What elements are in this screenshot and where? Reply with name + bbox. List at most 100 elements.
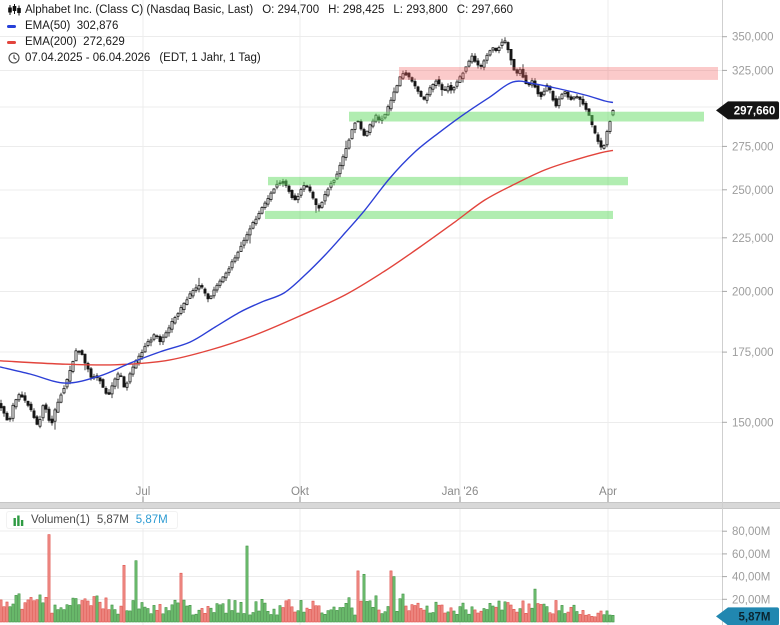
candle-body bbox=[521, 68, 525, 78]
volume-bar bbox=[395, 610, 399, 623]
candle-body bbox=[230, 261, 234, 269]
last-price-tag-text: 297,660 bbox=[734, 105, 776, 117]
candle-body bbox=[392, 91, 396, 101]
price-tick-label: 325,000 bbox=[732, 65, 774, 77]
instrument-row[interactable]: Alphabet Inc. (Class C) (Nasdaq Basic, L… bbox=[7, 2, 513, 18]
volume-tick-label: 40,00M bbox=[732, 572, 770, 584]
candle-body bbox=[41, 405, 45, 419]
candle-body bbox=[167, 327, 171, 334]
volume-bar bbox=[398, 598, 402, 623]
date-range-row[interactable]: 07.04.2025 - 06.04.2026 (EDT, 1 Jahr, 1 … bbox=[7, 50, 513, 66]
volume-bar bbox=[365, 601, 369, 623]
ema50-legend-row[interactable]: EMA(50) 302,876 bbox=[7, 18, 513, 34]
candle-body bbox=[218, 280, 222, 286]
volume-bar bbox=[203, 612, 207, 623]
support-zone[interactable] bbox=[349, 111, 704, 122]
last-volume-tag-text: 5,87M bbox=[739, 611, 771, 623]
candle-body bbox=[404, 72, 408, 76]
candle-body bbox=[143, 345, 147, 353]
candle-body bbox=[473, 55, 477, 62]
candle-body bbox=[359, 121, 363, 130]
candle-body bbox=[2, 406, 6, 414]
volume-bar bbox=[56, 609, 60, 623]
candle-body bbox=[236, 251, 240, 259]
volume-bar bbox=[386, 606, 390, 623]
candle-body bbox=[155, 335, 159, 337]
volume-bar bbox=[572, 604, 576, 623]
panel-separator[interactable] bbox=[0, 502, 780, 509]
volume-bar bbox=[548, 612, 552, 623]
candle-body bbox=[470, 55, 474, 63]
volume-bar bbox=[461, 602, 465, 623]
volume-label: Volumen(1) bbox=[31, 514, 90, 526]
resistance-zone[interactable] bbox=[399, 67, 718, 80]
candle-body bbox=[260, 207, 264, 214]
volume-bar bbox=[470, 606, 474, 623]
volume-bar bbox=[242, 613, 246, 623]
candle-body bbox=[35, 416, 39, 425]
volume-bar bbox=[383, 611, 387, 623]
candle-body bbox=[125, 382, 129, 388]
candle-body bbox=[515, 69, 519, 74]
ema200-line bbox=[0, 149, 614, 366]
volume-bar bbox=[449, 607, 453, 623]
candle-body bbox=[197, 285, 201, 290]
month-tick-label: Jan '26 bbox=[442, 486, 479, 498]
volume-bar bbox=[608, 614, 612, 623]
volume-bar bbox=[341, 607, 345, 623]
candle-body bbox=[422, 96, 426, 100]
volume-bar bbox=[11, 603, 15, 623]
volume-legend-row[interactable]: Volumen(1) 5,87M 5,87M bbox=[6, 511, 178, 529]
volume-bar bbox=[254, 601, 258, 623]
volume-bar bbox=[473, 609, 477, 623]
volume-bar bbox=[377, 609, 381, 623]
volume-bar bbox=[245, 545, 249, 623]
volume-bar bbox=[251, 612, 255, 623]
volume-bar bbox=[80, 600, 84, 623]
volume-bar bbox=[596, 612, 600, 623]
candle-body bbox=[233, 257, 237, 262]
volume-bar bbox=[518, 608, 522, 623]
volume-bar bbox=[191, 614, 195, 623]
volume-bar bbox=[362, 573, 366, 623]
volume-bar bbox=[410, 604, 414, 623]
candle-body bbox=[527, 83, 531, 86]
month-tick-label: Jul bbox=[136, 486, 151, 498]
ema200-value: 272,629 bbox=[83, 36, 125, 48]
candle-body bbox=[311, 191, 315, 199]
last-price-tag: 297,660 bbox=[716, 101, 779, 120]
volume-bar bbox=[515, 611, 519, 623]
ema200-legend-row[interactable]: EMA(200) 272,629 bbox=[7, 34, 513, 50]
volume-bar bbox=[338, 607, 342, 623]
volume-bar bbox=[185, 605, 189, 623]
volume-bar bbox=[542, 603, 546, 623]
candle-body bbox=[449, 85, 453, 91]
candle-body bbox=[161, 336, 165, 343]
candle-body bbox=[452, 87, 456, 91]
candle-body bbox=[152, 334, 156, 340]
volume-bar bbox=[266, 610, 270, 623]
candle-body bbox=[347, 139, 351, 149]
candle-body bbox=[86, 363, 90, 370]
volume-bar bbox=[119, 605, 123, 623]
volume-tick-label: 60,00M bbox=[732, 549, 770, 561]
volume-bar bbox=[434, 601, 438, 623]
candle-body bbox=[164, 332, 168, 338]
candle-body bbox=[323, 194, 327, 202]
candle-body bbox=[512, 59, 516, 71]
price-plot-area[interactable] bbox=[0, 0, 722, 502]
candle-body bbox=[542, 90, 546, 96]
candle-body bbox=[266, 198, 270, 205]
volume-bar bbox=[389, 570, 393, 623]
volume-bar bbox=[467, 613, 471, 623]
candle-body bbox=[368, 124, 372, 133]
volume-bar bbox=[131, 600, 135, 623]
close-value: 297,660 bbox=[471, 4, 514, 16]
volume-bar bbox=[65, 604, 69, 623]
volume-bar bbox=[41, 602, 45, 623]
candle-body bbox=[584, 103, 588, 110]
support-zone[interactable] bbox=[268, 176, 628, 186]
support-zone[interactable] bbox=[265, 210, 613, 219]
candle-body bbox=[539, 92, 543, 97]
